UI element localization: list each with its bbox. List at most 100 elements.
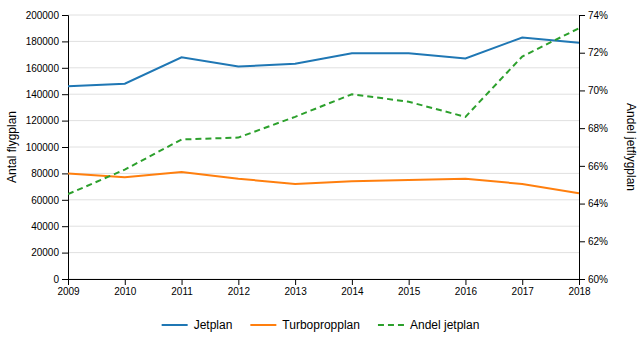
y2-axis-tick-label: 64%	[588, 198, 608, 209]
x-axis-tick-label: 2013	[284, 286, 307, 297]
legend-swatch	[162, 324, 188, 326]
y-axis: 0 20000 40000 60000 80000 100000 120000 140000 1…	[26, 10, 69, 285]
y-axis-tick-mark	[62, 68, 68, 69]
y2-axis-tick: 70%	[579, 85, 608, 96]
y-axis-tick-mark	[62, 15, 68, 16]
y-axis-tick-label: 40000	[31, 221, 59, 232]
x-axis-tick-label: 2009	[57, 286, 80, 297]
x-axis-line	[69, 280, 580, 286]
legend-label: Turbopropplan	[282, 318, 360, 332]
y-axis-tick-mark	[62, 147, 68, 148]
y2-axis-tick: 60%	[579, 274, 608, 285]
x-axis-tick-mark	[352, 279, 353, 285]
x-axis-tick-mark	[238, 279, 239, 285]
x-axis-tick: 2015	[398, 279, 421, 297]
y2-axis-tick-mark	[579, 128, 585, 129]
y2-axis-title: Andel jetflygplan	[624, 103, 638, 191]
y-axis-line	[62, 16, 69, 280]
x-axis-tick: 2014	[341, 279, 364, 297]
y-axis-tick-mark	[62, 173, 68, 174]
grid-line	[68, 199, 579, 200]
y-axis-tick-label: 200000	[26, 10, 60, 21]
plot: 2009201020112012201320142015201620172018…	[26, 10, 608, 297]
legend-swatch	[378, 324, 404, 326]
legend-label: Andel jetplan	[410, 318, 479, 332]
legend-swatch	[250, 324, 276, 326]
legend-label: Jetplan	[194, 318, 233, 332]
y-axis-tick-label: 100000	[26, 142, 60, 153]
y-axis-tick-mark	[62, 41, 68, 42]
y-axis-tick: 140000	[26, 89, 68, 100]
x-axis-tick-mark	[295, 279, 296, 285]
y-axis-tick: 180000	[26, 36, 68, 47]
y2-axis-tick-label: 70%	[588, 85, 608, 96]
x-axis: 2009201020112012201320142015201620172018	[57, 279, 591, 297]
y2-axis-tick: 62%	[579, 236, 608, 247]
grid-line	[68, 41, 579, 42]
grid-line	[68, 147, 579, 148]
legend-item: Jetplan	[162, 318, 233, 332]
y2-axis-tick: 72%	[579, 47, 608, 58]
grid-line	[68, 67, 579, 68]
y-axis-tick-label: 120000	[26, 115, 60, 126]
y-axis-tick: 0	[53, 274, 68, 285]
y-axis-tick: 160000	[26, 63, 68, 74]
grid-line	[68, 173, 579, 174]
y2-axis-tick-label: 72%	[588, 47, 608, 58]
y-axis-tick: 60000	[31, 195, 68, 206]
y-axis-tick-mark	[62, 253, 68, 254]
y-axis-tick-label: 140000	[26, 89, 60, 100]
y2-axis: 60% 62% 64% 66% 68% 70% 72% 74%	[579, 10, 608, 285]
x-axis-tick-mark	[465, 279, 466, 285]
x-axis-tick-mark	[182, 279, 183, 285]
y2-axis-line	[580, 16, 586, 280]
y2-axis-tick-mark	[579, 279, 585, 280]
y2-axis-tick-mark	[579, 53, 585, 54]
y2-axis-tick: 64%	[579, 198, 608, 209]
grid-line	[68, 15, 579, 16]
y-axis-tick-label: 0	[53, 274, 59, 285]
series-group	[68, 28, 579, 194]
y-axis-tick-mark	[62, 279, 68, 280]
x-axis-tick: 2012	[228, 279, 251, 297]
x-axis-tick: 2010	[114, 279, 137, 297]
y2-axis-tick: 66%	[579, 161, 608, 172]
y2-axis-tick-mark	[579, 241, 585, 242]
x-axis-tick-label: 2015	[398, 286, 421, 297]
y-axis-tick: 200000	[26, 10, 68, 21]
x-axis-tick: 2017	[512, 279, 535, 297]
legend-item: Andel jetplan	[378, 318, 479, 332]
y2-axis-tick-mark	[579, 204, 585, 205]
y-axis-tick: 40000	[31, 221, 68, 232]
series-line	[68, 172, 579, 193]
y2-axis-tick-mark	[579, 90, 585, 91]
y-axis-tick-mark	[62, 226, 68, 227]
y2-axis-tick-mark	[579, 15, 585, 16]
grid	[68, 15, 579, 279]
grid-line	[68, 94, 579, 95]
x-axis-tick-label: 2012	[228, 286, 251, 297]
x-axis-tick-mark	[409, 279, 410, 285]
y-axis-tick-label: 20000	[31, 247, 59, 258]
x-axis-tick-label: 2016	[455, 286, 478, 297]
series-line	[68, 28, 579, 194]
y-axis-tick-label: 60000	[31, 195, 59, 206]
y2-axis-tick-label: 68%	[588, 123, 608, 134]
y-axis-tick: 20000	[31, 247, 68, 258]
y-axis-title: Antal flygplan	[5, 111, 19, 183]
y-axis-tick: 120000	[26, 115, 68, 126]
x-axis-tick: 2016	[455, 279, 478, 297]
x-axis-tick-label: 2017	[512, 286, 535, 297]
y2-axis-tick-label: 74%	[588, 10, 608, 21]
legend-item: Turbopropplan	[250, 318, 360, 332]
y-axis-tick-mark	[62, 200, 68, 201]
y2-axis-tick-mark	[579, 166, 585, 167]
legend: Jetplan Turbopropplan Andel jetplan	[162, 318, 480, 332]
y-axis-tick: 80000	[31, 168, 68, 179]
chart: 2009201020112012201320142015201620172018…	[0, 0, 641, 341]
y-axis-tick-label: 180000	[26, 36, 60, 47]
x-axis-tick-label: 2014	[341, 286, 364, 297]
y-axis-tick-mark	[62, 121, 68, 122]
y-axis-tick-label: 80000	[31, 168, 59, 179]
y2-axis-tick-label: 66%	[588, 161, 608, 172]
